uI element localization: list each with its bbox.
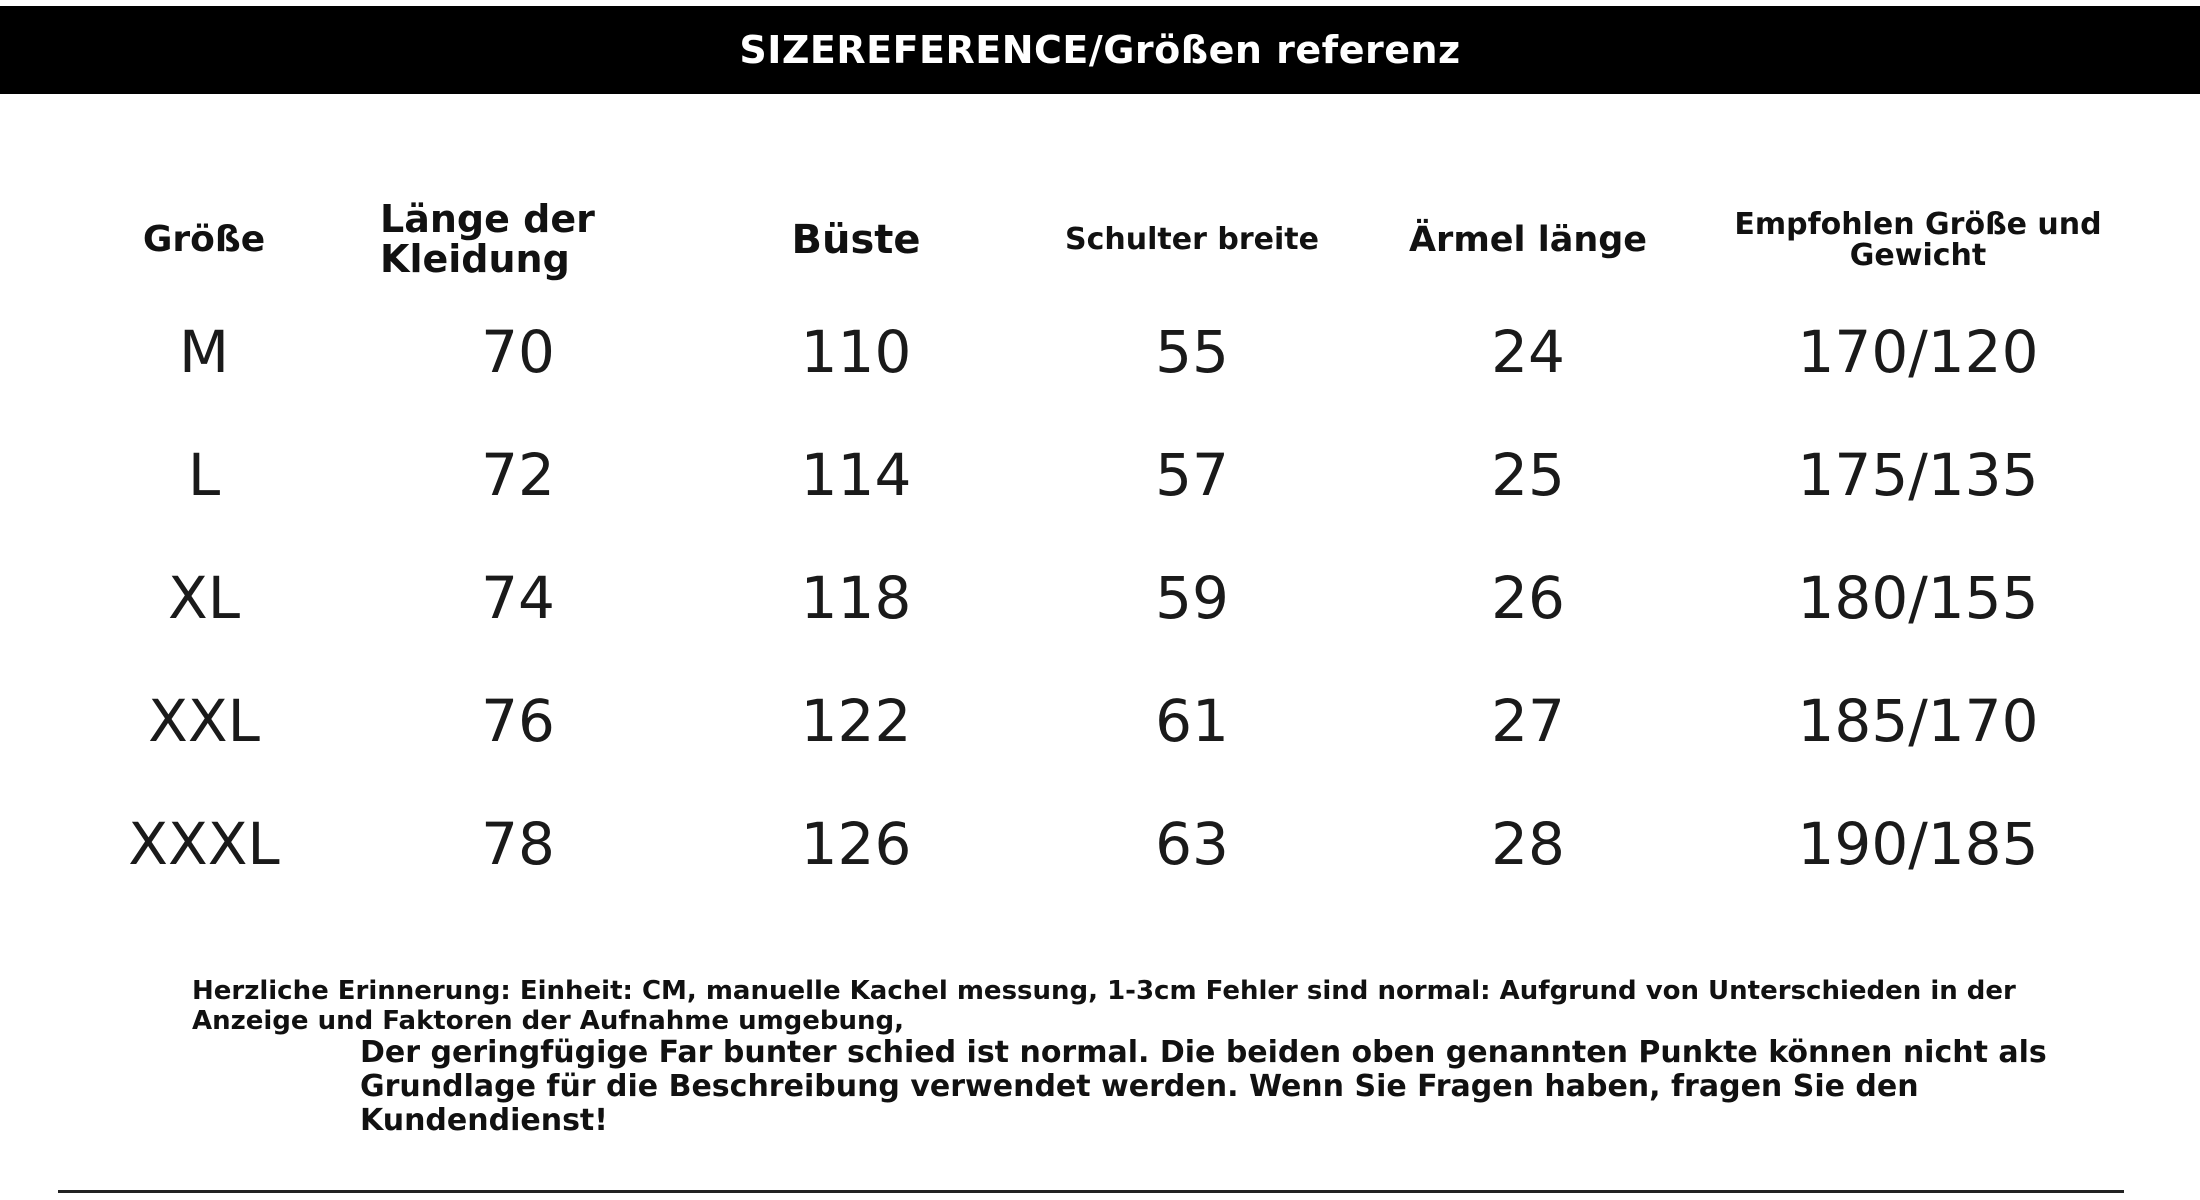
cell-bust: 122 — [800, 686, 912, 755]
table-row: L 72 114 57 25 175/135 — [60, 413, 2140, 536]
cell-bust: 118 — [800, 563, 912, 632]
table-row: XXXL 78 126 63 28 190/185 — [60, 782, 2140, 905]
cell-size: M — [178, 317, 230, 386]
bottom-divider — [58, 1190, 2124, 1193]
cell-sleeve: 28 — [1491, 809, 1565, 878]
table-row: XL 74 118 59 26 180/155 — [60, 536, 2140, 659]
cell-sleeve: 27 — [1491, 686, 1565, 755]
cell-size: XXL — [148, 686, 260, 755]
cell-length: 72 — [481, 440, 555, 509]
notice-text-secondary: Der geringfügige Far bunter schied ist n… — [360, 1035, 2047, 1138]
cell-length: 78 — [481, 809, 555, 878]
cell-bust: 126 — [800, 809, 912, 878]
cell-recommended: 190/185 — [1797, 809, 2039, 878]
column-header-sleeve: Ärmel länge — [1408, 219, 1648, 260]
cell-recommended: 180/155 — [1797, 563, 2039, 632]
cell-shoulder: 57 — [1155, 440, 1229, 509]
table-row: M 70 110 55 24 170/120 — [60, 290, 2140, 413]
column-header-shoulder: Schulter breite — [1065, 222, 1319, 258]
header-bar: SIZEREFERENCE/Größen referenz — [0, 6, 2200, 94]
cell-sleeve: 25 — [1491, 440, 1565, 509]
cell-bust: 110 — [800, 317, 912, 386]
column-header-bust: Büste — [791, 217, 921, 263]
cell-shoulder: 55 — [1155, 317, 1229, 386]
cell-shoulder: 63 — [1155, 809, 1229, 878]
cell-recommended: 185/170 — [1797, 686, 2039, 755]
cell-length: 76 — [481, 686, 555, 755]
cell-length: 74 — [481, 563, 555, 632]
table-row: XXL 76 122 61 27 185/170 — [60, 659, 2140, 782]
cell-size: XL — [167, 563, 241, 632]
cell-length: 70 — [481, 317, 555, 386]
cell-size: XXXL — [128, 809, 280, 878]
column-header-size: Größe — [142, 219, 266, 261]
page-title: SIZEREFERENCE/Größen referenz — [739, 28, 1461, 72]
cell-size: L — [187, 440, 221, 509]
size-table: Größe Länge der Kleidung Büste Schulter … — [60, 190, 2140, 905]
cell-recommended: 175/135 — [1797, 440, 2039, 509]
cell-recommended: 170/120 — [1797, 317, 2039, 386]
cell-shoulder: 61 — [1155, 686, 1229, 755]
notice-text: Herzliche Erinnerung: Einheit: CM, manue… — [192, 976, 2016, 1036]
cell-shoulder: 59 — [1155, 563, 1229, 632]
column-header-length: Länge der Kleidung — [380, 197, 595, 281]
cell-sleeve: 26 — [1491, 563, 1565, 632]
cell-sleeve: 24 — [1491, 317, 1565, 386]
cell-bust: 114 — [800, 440, 912, 509]
table-header-row: Größe Länge der Kleidung Büste Schulter … — [60, 190, 2140, 290]
column-header-recommended: Empfohlen Größe und Gewicht — [1734, 206, 2102, 273]
